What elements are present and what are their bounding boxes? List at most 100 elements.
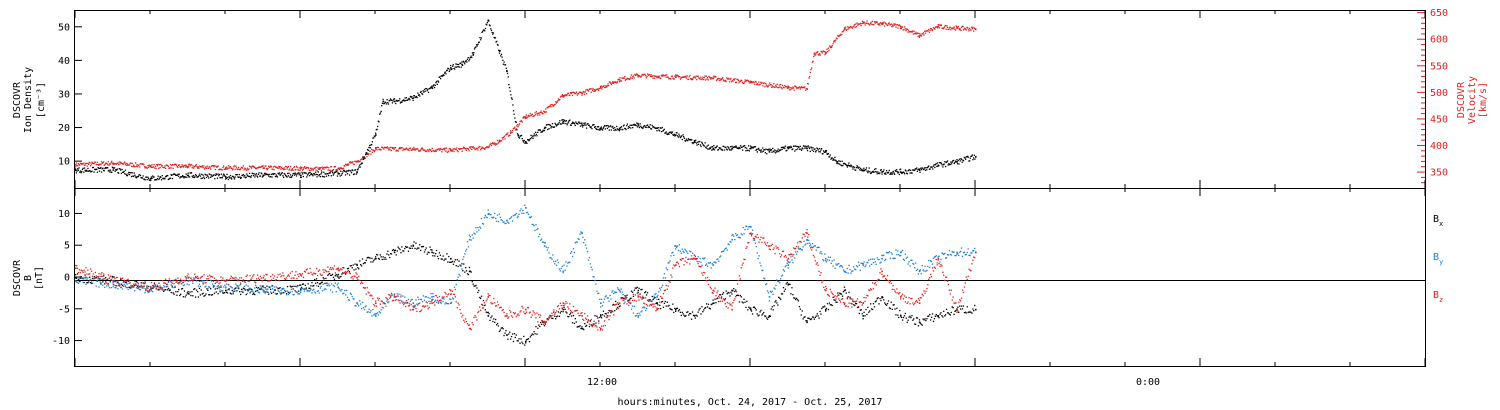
data-point — [231, 287, 233, 289]
data-vertex — [618, 127, 621, 130]
data-point — [697, 256, 699, 258]
data-point — [692, 77, 694, 79]
data-point — [900, 28, 902, 30]
data-point — [816, 246, 818, 249]
data-point — [514, 126, 516, 128]
data-point — [571, 121, 574, 123]
data-point — [679, 76, 681, 78]
data-point — [555, 123, 557, 126]
data-point — [434, 150, 436, 152]
data-point — [469, 58, 471, 60]
data-vertex — [768, 151, 771, 153]
data-point — [846, 166, 849, 168]
data-point — [359, 166, 361, 168]
data-point — [667, 76, 669, 78]
data-point — [950, 161, 952, 163]
data-point — [331, 170, 333, 172]
data-point — [709, 78, 712, 80]
data-point — [813, 148, 815, 150]
data-point — [341, 273, 343, 275]
data-point — [254, 176, 256, 178]
data-point — [83, 269, 85, 271]
data-point — [422, 295, 425, 297]
data-point — [746, 300, 748, 302]
data-point — [321, 175, 324, 177]
data-vertex — [543, 245, 546, 247]
data-point — [376, 312, 379, 314]
data-point — [397, 299, 399, 301]
data-point — [448, 148, 450, 150]
data-point — [392, 147, 394, 149]
data-point — [169, 177, 171, 180]
data-point — [505, 134, 507, 136]
data-point — [474, 148, 476, 151]
data-point — [776, 279, 778, 281]
data-point — [763, 82, 765, 84]
data-point — [367, 256, 369, 259]
data-point — [472, 146, 474, 148]
data-point — [475, 284, 477, 287]
data-point — [420, 148, 422, 150]
data-point — [762, 269, 764, 271]
data-point — [811, 242, 814, 245]
data-point — [527, 114, 529, 116]
data-point — [939, 24, 941, 26]
data-point — [967, 28, 969, 30]
data-point — [372, 261, 374, 263]
data-point — [379, 148, 381, 150]
data-point — [474, 47, 476, 49]
data-point — [833, 299, 835, 301]
data-point — [441, 149, 444, 151]
data-point — [336, 275, 338, 277]
data-point — [252, 291, 254, 293]
data-point — [463, 147, 465, 149]
data-point — [147, 291, 149, 293]
data-vertex — [731, 289, 733, 292]
data-point — [508, 134, 510, 136]
data-point — [86, 170, 88, 172]
data-point — [579, 233, 581, 235]
data-point — [681, 76, 684, 78]
data-point — [369, 311, 371, 314]
data-point — [113, 167, 116, 169]
data-point — [902, 26, 904, 28]
data-point — [904, 253, 906, 255]
data-point — [403, 100, 406, 102]
data-point — [111, 160, 113, 162]
data-point — [254, 293, 256, 296]
data-point — [639, 123, 641, 125]
data-point — [797, 146, 799, 148]
data-vertex — [431, 251, 433, 254]
data-point — [92, 279, 95, 282]
data-point — [75, 264, 77, 267]
data-point — [815, 151, 817, 153]
data-point — [333, 172, 335, 175]
data-vertex — [543, 111, 546, 113]
series-b_y — [75, 204, 977, 319]
data-point — [531, 113, 533, 115]
data-vertex — [375, 315, 377, 317]
data-point — [80, 269, 82, 271]
data-point — [486, 311, 488, 314]
data-point — [255, 290, 258, 292]
data-point — [224, 168, 226, 171]
data-point — [396, 293, 398, 295]
data-point — [628, 126, 630, 128]
data-point — [416, 248, 418, 250]
data-point — [936, 262, 938, 264]
data-point — [503, 61, 505, 63]
data-point — [514, 214, 516, 216]
data-point — [225, 168, 227, 170]
data-point — [482, 30, 484, 33]
data-point — [416, 303, 418, 305]
data-point — [375, 253, 378, 256]
data-point — [460, 66, 462, 68]
data-point — [255, 284, 257, 286]
data-point — [731, 79, 733, 82]
data-point — [328, 167, 330, 169]
data-point — [635, 74, 637, 76]
data-point — [936, 27, 939, 29]
data-point — [177, 290, 179, 293]
data-point — [267, 168, 269, 170]
data-point — [889, 24, 891, 26]
